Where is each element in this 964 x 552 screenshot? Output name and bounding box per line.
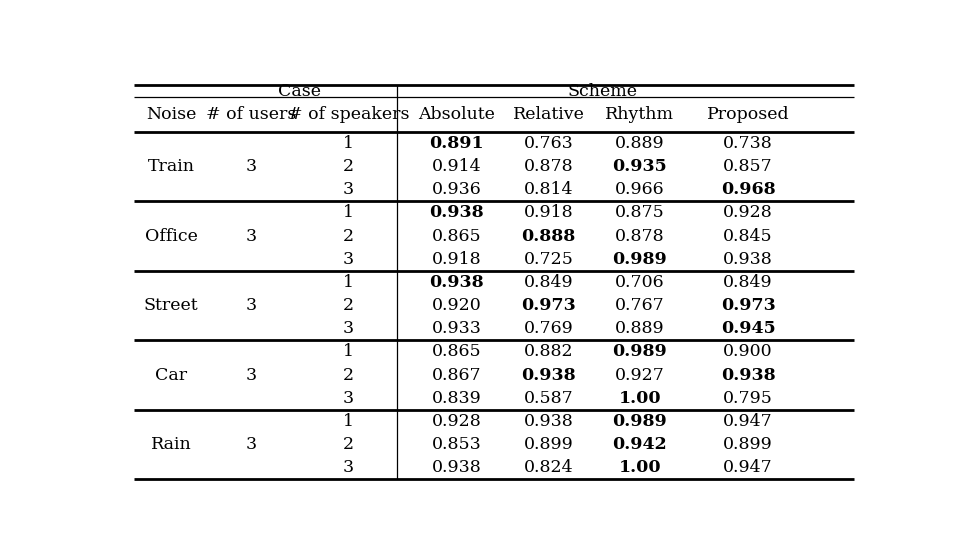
Text: 0.853: 0.853 <box>432 436 482 453</box>
Text: Scheme: Scheme <box>568 83 637 100</box>
Text: 0.936: 0.936 <box>432 181 482 198</box>
Text: 0.935: 0.935 <box>612 158 667 175</box>
Text: 0.938: 0.938 <box>523 413 574 430</box>
Text: Street: Street <box>144 297 199 314</box>
Text: 0.900: 0.900 <box>723 343 773 360</box>
Text: 0.882: 0.882 <box>523 343 574 360</box>
Text: 0.968: 0.968 <box>721 181 775 198</box>
Text: 0.966: 0.966 <box>615 181 664 198</box>
Text: 3: 3 <box>246 158 256 175</box>
Text: 0.938: 0.938 <box>429 274 484 291</box>
Text: # of speakers: # of speakers <box>287 106 409 123</box>
Text: 3: 3 <box>343 320 354 337</box>
Text: 0.889: 0.889 <box>615 320 664 337</box>
Text: 0.914: 0.914 <box>432 158 481 175</box>
Text: 3: 3 <box>246 297 256 314</box>
Text: 3: 3 <box>246 436 256 453</box>
Text: 3: 3 <box>343 251 354 268</box>
Text: 0.706: 0.706 <box>615 274 664 291</box>
Text: 0.989: 0.989 <box>612 413 667 430</box>
Text: Train: Train <box>147 158 195 175</box>
Text: 0.938: 0.938 <box>723 251 773 268</box>
Text: 0.973: 0.973 <box>522 297 576 314</box>
Text: 1.00: 1.00 <box>619 459 661 476</box>
Text: 0.927: 0.927 <box>615 367 664 384</box>
Text: 3: 3 <box>246 227 256 245</box>
Text: # of users: # of users <box>206 106 297 123</box>
Text: 0.989: 0.989 <box>612 343 667 360</box>
Text: 0.889: 0.889 <box>615 135 664 152</box>
Text: 3: 3 <box>343 390 354 407</box>
Text: 0.918: 0.918 <box>523 204 574 221</box>
Text: 0.888: 0.888 <box>522 227 576 245</box>
Text: Office: Office <box>145 227 198 245</box>
Text: Absolute: Absolute <box>418 106 495 123</box>
Text: 0.587: 0.587 <box>523 390 574 407</box>
Text: 0.938: 0.938 <box>429 204 484 221</box>
Text: 0.824: 0.824 <box>523 459 574 476</box>
Text: 0.839: 0.839 <box>432 390 482 407</box>
Text: Relative: Relative <box>513 106 584 123</box>
Text: 0.918: 0.918 <box>432 251 481 268</box>
Text: 0.933: 0.933 <box>432 320 482 337</box>
Text: 0.928: 0.928 <box>723 204 773 221</box>
Text: 0.849: 0.849 <box>723 274 773 291</box>
Text: 0.845: 0.845 <box>723 227 773 245</box>
Text: 0.945: 0.945 <box>721 320 775 337</box>
Text: Car: Car <box>155 367 187 384</box>
Text: 0.938: 0.938 <box>432 459 482 476</box>
Text: 0.947: 0.947 <box>723 459 773 476</box>
Text: 1: 1 <box>343 413 354 430</box>
Text: 0.857: 0.857 <box>723 158 773 175</box>
Text: Rhythm: Rhythm <box>605 106 674 123</box>
Text: 3: 3 <box>246 367 256 384</box>
Text: 0.891: 0.891 <box>429 135 484 152</box>
Text: 3: 3 <box>343 459 354 476</box>
Text: 0.738: 0.738 <box>723 135 773 152</box>
Text: Rain: Rain <box>151 436 192 453</box>
Text: Noise: Noise <box>147 106 197 123</box>
Text: 2: 2 <box>343 367 354 384</box>
Text: 2: 2 <box>343 227 354 245</box>
Text: Case: Case <box>279 83 321 100</box>
Text: 0.938: 0.938 <box>721 367 775 384</box>
Text: 0.878: 0.878 <box>615 227 664 245</box>
Text: 0.867: 0.867 <box>432 367 481 384</box>
Text: 0.973: 0.973 <box>721 297 775 314</box>
Text: 1: 1 <box>343 343 354 360</box>
Text: 0.928: 0.928 <box>432 413 482 430</box>
Text: 0.989: 0.989 <box>612 251 667 268</box>
Text: Proposed: Proposed <box>707 106 790 123</box>
Text: 3: 3 <box>343 181 354 198</box>
Text: 0.938: 0.938 <box>522 367 576 384</box>
Text: 0.875: 0.875 <box>615 204 664 221</box>
Text: 0.899: 0.899 <box>523 436 574 453</box>
Text: 2: 2 <box>343 158 354 175</box>
Text: 0.767: 0.767 <box>615 297 664 314</box>
Text: 0.865: 0.865 <box>432 343 481 360</box>
Text: 2: 2 <box>343 297 354 314</box>
Text: 0.849: 0.849 <box>523 274 574 291</box>
Text: 0.899: 0.899 <box>723 436 773 453</box>
Text: 0.947: 0.947 <box>723 413 773 430</box>
Text: 1: 1 <box>343 274 354 291</box>
Text: 0.725: 0.725 <box>523 251 574 268</box>
Text: 2: 2 <box>343 436 354 453</box>
Text: 0.795: 0.795 <box>723 390 773 407</box>
Text: 0.814: 0.814 <box>523 181 574 198</box>
Text: 0.865: 0.865 <box>432 227 481 245</box>
Text: 1: 1 <box>343 204 354 221</box>
Text: 1: 1 <box>343 135 354 152</box>
Text: 0.763: 0.763 <box>523 135 574 152</box>
Text: 0.878: 0.878 <box>523 158 574 175</box>
Text: 0.920: 0.920 <box>432 297 482 314</box>
Text: 0.942: 0.942 <box>612 436 667 453</box>
Text: 0.769: 0.769 <box>523 320 574 337</box>
Text: 1.00: 1.00 <box>619 390 661 407</box>
